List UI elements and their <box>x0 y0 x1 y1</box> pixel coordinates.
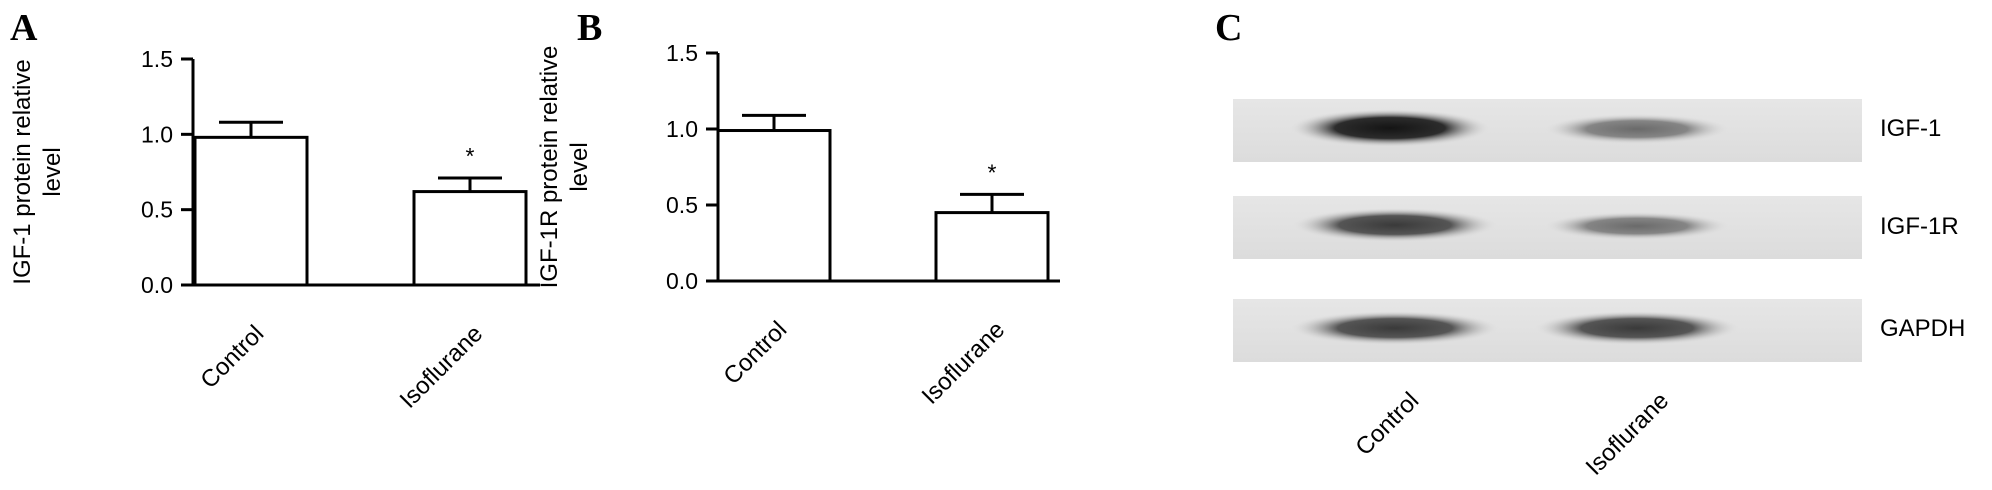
blot-band-igf-1-isoflurane <box>1545 114 1729 144</box>
chart-a-y-label-line-1: IGF-1 protein relative <box>9 59 36 284</box>
chart-b-y-tick-label: 1.0 <box>666 116 698 142</box>
chart-a-bar-isoflurane <box>412 190 528 287</box>
chart-b-y-label-line-2: level <box>566 142 593 191</box>
panel-letter-b: B <box>577 7 602 49</box>
chart-b: IGF-1R protein relative level 0.0 0.5 1.0 1… <box>536 40 1060 410</box>
blot-band-igf-1r-control <box>1293 208 1497 242</box>
blot-row-label-igf-1: IGF-1 <box>1880 115 1941 142</box>
blot-lane-label-control: Control <box>1350 387 1424 461</box>
chart-b-bar-isoflurane <box>934 211 1050 283</box>
blot-row-label-igf-1r: IGF-1R <box>1880 213 1959 240</box>
chart-a-y-tick-label: 1.5 <box>141 46 173 72</box>
western-blot: IGF-1 IGF-1R GAPDH Control Isoflurane <box>1233 99 1965 481</box>
blot-band-gapdh-isoflurane <box>1535 311 1739 345</box>
blot-lane-label-isoflurane: Isoflurane <box>1581 387 1675 481</box>
chart-b-significance-marker: * <box>988 159 997 185</box>
chart-b-y-label-line-1: IGF-1R protein relative <box>536 46 563 289</box>
blot-band-igf-1-control <box>1290 109 1490 147</box>
chart-a-x-tick-label: Isoflurane <box>395 320 489 414</box>
chart-a-y-tick-label: 0.0 <box>141 272 173 298</box>
chart-b-y-label: IGF-1R protein relative level <box>536 46 593 289</box>
panel-letter-a: A <box>10 7 38 49</box>
chart-a-bar-control <box>193 135 309 287</box>
chart-a-y-tick-label: 0.5 <box>141 197 173 223</box>
chart-b-x-tick-label: Control <box>718 316 792 390</box>
chart-a-significance-marker: * <box>466 143 475 169</box>
chart-a-y-label-line-2: level <box>39 147 66 196</box>
blot-band-igf-1r-isoflurane <box>1545 212 1729 240</box>
chart-a: IGF-1 protein relative level 0.0 0.5 1.0 1.… <box>9 46 540 414</box>
blot-row-label-gapdh: GAPDH <box>1880 315 1965 342</box>
chart-b-x-tick-label: Isoflurane <box>917 316 1011 410</box>
chart-a-y-label: IGF-1 protein relative level <box>9 59 66 284</box>
chart-b-bar-control <box>716 129 832 283</box>
chart-a-x-tick-label: Control <box>195 320 269 394</box>
blot-band-gapdh-control <box>1291 311 1499 345</box>
chart-b-y-tick-label: 1.5 <box>666 40 698 66</box>
chart-b-y-tick-label: 0.0 <box>666 268 698 294</box>
chart-a-y-tick-label: 1.0 <box>141 121 173 147</box>
chart-b-y-tick-label: 0.5 <box>666 192 698 218</box>
panel-letter-c: C <box>1215 7 1242 49</box>
